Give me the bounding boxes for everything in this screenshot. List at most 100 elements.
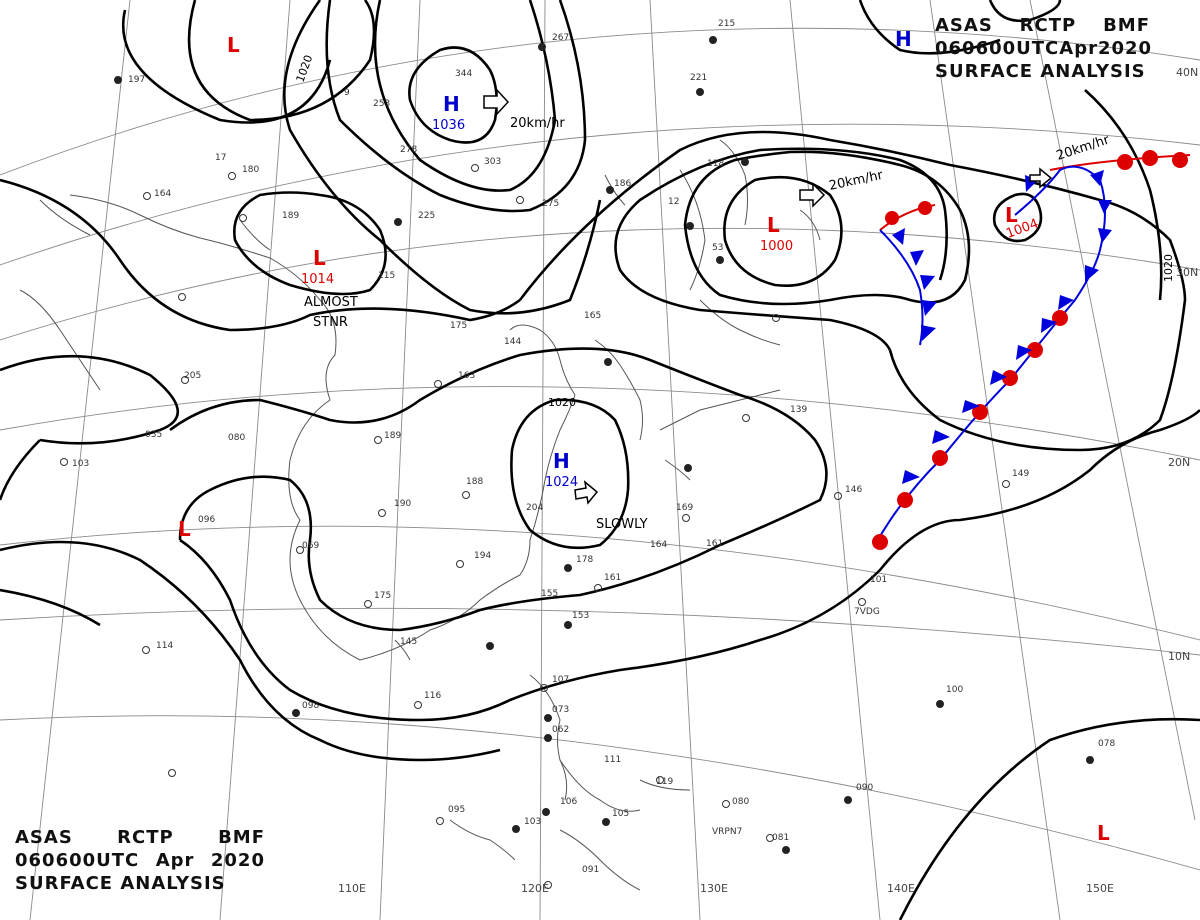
lat-label: 10N: [1168, 650, 1190, 663]
station-value: 106: [560, 797, 577, 807]
low-pressure-value: 1014: [301, 272, 334, 287]
station-value: 118: [707, 159, 724, 169]
station-value: 119: [656, 777, 673, 787]
svg-text:L: L: [227, 33, 240, 57]
station-value: 215: [718, 19, 735, 29]
high-motion: SLOWLY: [596, 517, 648, 532]
station-value: 9: [344, 88, 350, 98]
station-value: 188: [466, 477, 483, 487]
station-value: 189: [282, 211, 299, 221]
low-motion: ALMOST: [304, 295, 358, 310]
station-value: 164: [650, 540, 667, 550]
station-value: 078: [1098, 739, 1115, 749]
agency-label: ASAS: [15, 827, 73, 848]
high-pressure-value: 1024: [545, 475, 578, 490]
station-value: 073: [552, 705, 569, 715]
station-value: 12: [668, 197, 679, 207]
lat-label: 40N: [1176, 66, 1198, 79]
station-value: 344: [455, 69, 472, 79]
high-pressure-value: 1036: [432, 118, 465, 133]
station-value: 115: [378, 271, 395, 281]
station-value: 149: [1012, 469, 1029, 479]
low-symbol: L: [313, 246, 326, 270]
low-symbol: L: [767, 213, 780, 237]
high-symbol: H: [895, 27, 912, 51]
station-value: 205: [184, 371, 201, 381]
station-value: 114: [156, 641, 173, 651]
station-value: 164: [154, 189, 171, 199]
station-value: 095: [448, 805, 465, 815]
year-label: 2020: [1097, 38, 1153, 59]
high-symbol: H: [553, 449, 570, 473]
month-label: Apr: [155, 850, 195, 871]
station-value: 165: [584, 311, 601, 321]
station-value: 275: [542, 199, 559, 209]
high-symbol: H: [443, 92, 460, 116]
low-pressure-value: 1000: [760, 239, 793, 254]
datetime-label: 060600UTC: [935, 38, 1060, 59]
low-symbol: L: [1097, 821, 1110, 845]
high-motion: 20km/hr: [510, 116, 565, 131]
station-value: 098: [302, 701, 319, 711]
coordinate-labels: 40N 30N 20N 10N 110E 120E 130E 140E 150E: [338, 66, 1198, 895]
station-value: 116: [424, 691, 441, 701]
station-id: 7VDG: [854, 607, 880, 617]
station-value: 178: [576, 555, 593, 565]
station-value: 221: [690, 73, 707, 83]
station-value: 146: [845, 485, 862, 495]
station-plots: 267 197 344 253 278 303 275 186 225 164 …: [60, 19, 1115, 889]
station-value: 090: [856, 783, 873, 793]
station-value: 190: [394, 499, 411, 509]
station-value: 53: [712, 243, 723, 253]
station-value: 267: [552, 33, 569, 43]
station-value: 144: [504, 337, 521, 347]
map-header-bottom: ASAS RCTP BMF 060600UTC Apr 2020 SURFACE…: [15, 826, 265, 895]
station-value: 153: [572, 611, 589, 621]
station-value: 091: [582, 865, 599, 875]
year-label: 2020: [210, 850, 265, 871]
station-value: 062: [552, 725, 569, 735]
station-value: 096: [198, 515, 215, 525]
station-value: 081: [772, 833, 789, 843]
office-label: BMF: [1103, 15, 1150, 36]
cold-front: [879, 165, 1112, 484]
station-value: 278: [400, 145, 417, 155]
office-label: BMF: [218, 827, 265, 848]
datetime-label: 060600UTC: [15, 850, 140, 871]
station-value: 175: [450, 321, 467, 331]
station-value: 180: [242, 165, 259, 175]
station-value: 163: [458, 371, 475, 381]
station-value: 107: [552, 675, 569, 685]
station-value: 105: [612, 809, 629, 819]
agency-label: ASAS: [935, 15, 993, 36]
station-value: 169: [676, 503, 693, 513]
station-value: 100: [946, 685, 963, 695]
month-label: Apr: [1059, 38, 1098, 59]
station-value: 186: [614, 179, 631, 189]
product-label: SURFACE ANALYSIS: [935, 61, 1146, 82]
station-value: 189: [384, 431, 401, 441]
station-value: 101: [870, 575, 887, 585]
warm-front: [872, 150, 1191, 550]
station-value: 103: [524, 817, 541, 827]
station-value: 17: [215, 153, 226, 163]
lon-label: 140E: [887, 882, 915, 895]
station-value: 035: [145, 430, 162, 440]
lon-label: 130E: [700, 882, 728, 895]
station-value: 204: [526, 503, 543, 513]
station-value: 303: [484, 157, 501, 167]
station-value: 197: [128, 75, 145, 85]
station-value: 080: [732, 797, 749, 807]
station-value: 069: [302, 541, 319, 551]
isobar-label: 1020: [1162, 254, 1175, 282]
station-label: RCTP: [117, 827, 174, 848]
lat-label: 30N: [1176, 266, 1198, 279]
product-label: SURFACE ANALYSIS: [15, 873, 226, 894]
station-value: 253: [373, 99, 390, 109]
station-value: 080: [228, 433, 245, 443]
low-symbol: L: [1005, 203, 1018, 227]
station-id: VRPN7: [712, 827, 742, 837]
station-value: 139: [790, 405, 807, 415]
